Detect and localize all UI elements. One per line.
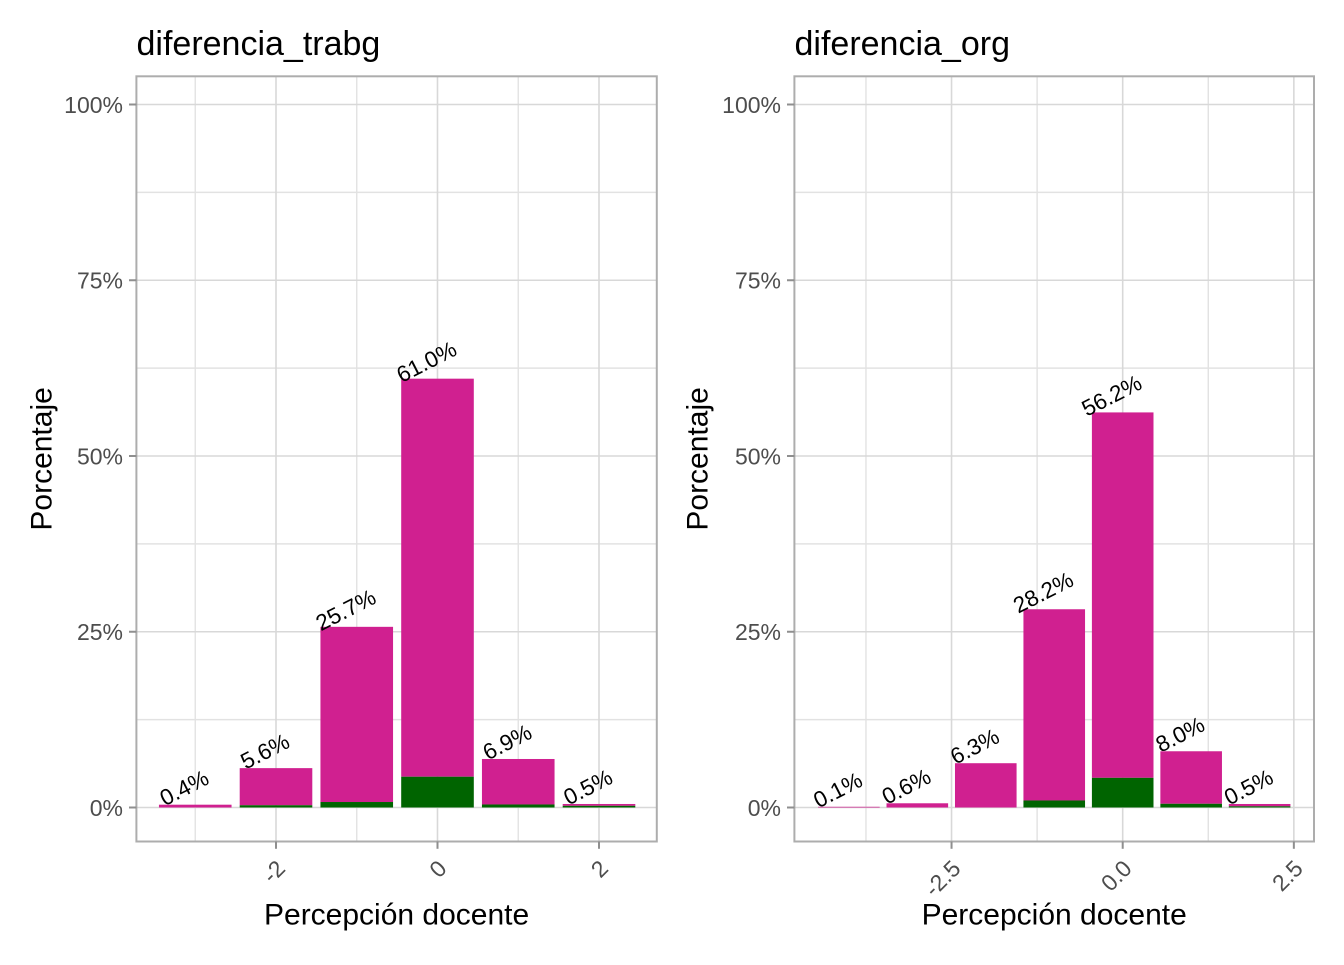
- svg-text:diferencia_org: diferencia_org: [795, 25, 1010, 63]
- svg-text:50%: 50%: [77, 443, 123, 469]
- svg-text:75%: 75%: [77, 268, 123, 294]
- svg-text:100%: 100%: [64, 92, 123, 118]
- svg-text:25%: 25%: [735, 619, 781, 645]
- svg-text:50%: 50%: [735, 443, 781, 469]
- svg-text:Porcentaje: Porcentaje: [26, 387, 59, 530]
- svg-text:75%: 75%: [735, 268, 781, 294]
- svg-text:Percepción docente: Percepción docente: [922, 899, 1187, 932]
- svg-text:diferencia_trabg: diferencia_trabg: [137, 25, 381, 63]
- svg-text:100%: 100%: [722, 92, 781, 118]
- svg-text:25%: 25%: [77, 619, 123, 645]
- svg-text:0%: 0%: [748, 795, 781, 821]
- svg-text:Porcentaje: Porcentaje: [682, 387, 715, 530]
- svg-text:0%: 0%: [90, 795, 123, 821]
- svg-text:Percepción docente: Percepción docente: [264, 899, 529, 932]
